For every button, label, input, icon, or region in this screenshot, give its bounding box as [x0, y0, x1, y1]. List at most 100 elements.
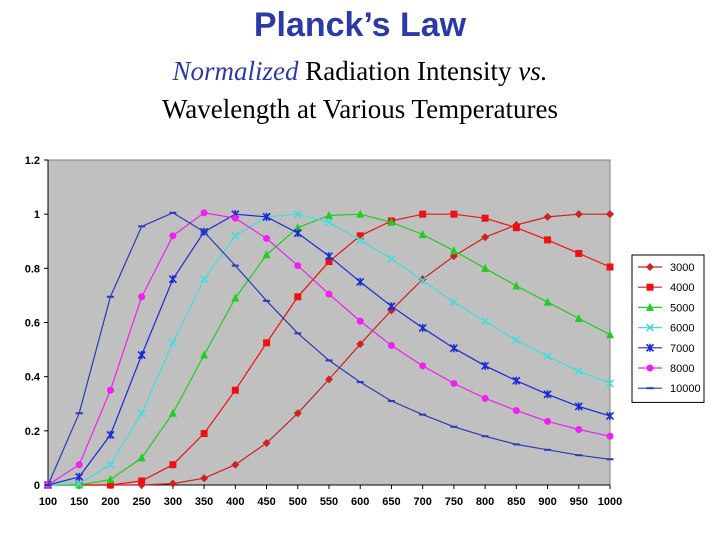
- series-10000: [44, 211, 614, 486]
- data-point: [168, 408, 177, 417]
- plot-area: [47, 159, 611, 486]
- data-point: [262, 439, 271, 448]
- data-point: [137, 350, 146, 360]
- x-axis: 100 150 200 250 300 350 400 450 500 550 600 650 700 7…: [39, 484, 622, 508]
- data-point: [325, 211, 333, 220]
- x-tick-label: 950: [570, 496, 588, 508]
- data-point: [543, 352, 552, 361]
- data-point: [137, 453, 146, 462]
- x-tick-label: 200: [101, 496, 119, 508]
- data-point: [387, 254, 396, 263]
- data-point: [543, 297, 552, 306]
- data-point: [481, 394, 489, 402]
- x-tick-label: 300: [164, 496, 182, 508]
- data-point: [262, 212, 271, 221]
- data-point: [605, 411, 615, 421]
- data-point: [481, 233, 490, 242]
- x-tick-label: 750: [445, 496, 463, 508]
- data-point: [418, 323, 427, 332]
- data-point: [606, 263, 614, 271]
- data-point: [419, 362, 427, 370]
- series-6000: [43, 210, 615, 490]
- data-point: [325, 258, 333, 266]
- legend-label: 5000: [670, 302, 694, 314]
- legend-label: 4000: [670, 282, 694, 294]
- y-tick-label: 1.2: [25, 155, 40, 167]
- data-point: [387, 342, 395, 350]
- x-tick-label: 450: [257, 496, 275, 508]
- data-point: [200, 275, 209, 284]
- data-point: [293, 223, 302, 232]
- data-point: [387, 217, 396, 226]
- data-point: [263, 339, 271, 347]
- data-point: [169, 461, 177, 469]
- data-point: [606, 432, 614, 440]
- data-point: [293, 210, 302, 219]
- x-tick-label: 550: [320, 496, 338, 508]
- data-point: [512, 224, 520, 232]
- legend-label: 6000: [670, 323, 694, 335]
- x-tick-label: 500: [289, 496, 307, 508]
- data-point: [449, 246, 458, 255]
- subtitle-vs-word: vs.: [518, 56, 548, 86]
- subtitle-line-2: Wavelength at Various Temperatures: [161, 94, 559, 124]
- subtitle-normalized-word: Normalized: [172, 56, 299, 86]
- data-point: [168, 479, 177, 488]
- data-point: [574, 402, 583, 411]
- data-point: [200, 474, 209, 483]
- data-point: [106, 460, 115, 469]
- data-point: [481, 214, 489, 222]
- data-point: [449, 344, 458, 353]
- data-point: [106, 475, 115, 484]
- x-tick-label: 850: [507, 496, 525, 508]
- data-point: [574, 313, 583, 322]
- legend-item-4000: 4000: [638, 282, 694, 294]
- data-point: [137, 409, 146, 418]
- legend-item-6000: 6000: [638, 323, 694, 335]
- data-point: [606, 330, 614, 339]
- data-point: [512, 281, 521, 290]
- data-point: [138, 293, 146, 301]
- data-point: [575, 249, 583, 257]
- data-point: [418, 229, 427, 238]
- data-point: [356, 277, 365, 286]
- data-point: [574, 367, 583, 376]
- y-tick-label: 0.6: [25, 318, 40, 330]
- x-tick-label: 100: [39, 496, 57, 508]
- data-point: [512, 336, 521, 345]
- series-4000: [44, 210, 614, 489]
- data-point: [418, 275, 427, 284]
- data-point: [75, 472, 84, 481]
- x-tick-label: 900: [538, 496, 556, 508]
- data-point: [200, 430, 208, 438]
- data-point: [231, 231, 240, 240]
- data-point: [262, 250, 271, 259]
- data-point: [356, 209, 365, 218]
- data-point: [138, 477, 146, 485]
- data-point: [356, 340, 365, 349]
- y-axis: 0 0.2 0.4 0.6 0.8 1 1.2: [25, 155, 49, 492]
- slide-subtitle: Normalized Radiation Intensity vs. Wavel…: [0, 52, 720, 128]
- legend-box: [631, 254, 705, 403]
- data-point: [200, 209, 208, 217]
- data-point: [106, 386, 114, 394]
- data-point: [75, 461, 83, 469]
- slide-title: Planck’s Law: [253, 6, 467, 44]
- legend-marker: [646, 263, 654, 271]
- data-point: [106, 430, 115, 439]
- data-point: [293, 229, 302, 238]
- legend-marker: [646, 302, 654, 311]
- data-point: [481, 317, 490, 326]
- data-point: [231, 293, 240, 302]
- data-point: [356, 235, 365, 244]
- data-point: [543, 390, 552, 399]
- legend-item-10000: 10000: [638, 383, 701, 395]
- x-tick-label: 650: [382, 496, 400, 508]
- legend-marker: [645, 323, 655, 332]
- data-point: [574, 210, 583, 219]
- data-point: [512, 376, 521, 385]
- x-tick-label: 700: [413, 496, 431, 508]
- y-tick-label: 1: [34, 209, 40, 221]
- data-point: [356, 317, 364, 325]
- data-point: [544, 417, 552, 425]
